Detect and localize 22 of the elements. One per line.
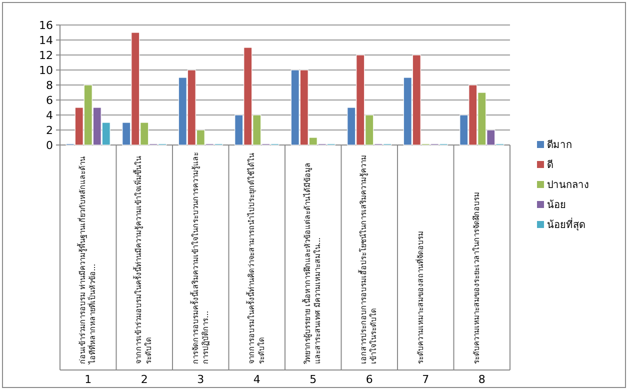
legend-label: ดี <box>547 159 553 171</box>
y-tick-label: 4 <box>46 109 53 122</box>
legend-label: ปานกลาง <box>547 180 589 191</box>
legend-label: น้อยที่สุด <box>547 217 585 231</box>
y-tick-label: 14 <box>39 34 53 47</box>
text: 5 <box>310 373 317 386</box>
y-tick-label: 16 <box>39 19 53 32</box>
text: 2 <box>140 373 148 386</box>
legend-label: ดีมาก <box>547 139 572 151</box>
text: 6 <box>366 373 373 386</box>
text: 1 <box>84 373 92 386</box>
text: 3 <box>197 373 204 386</box>
legend-label: น้อย <box>547 199 566 211</box>
text: 4 <box>253 373 260 386</box>
text: 7 <box>422 373 430 386</box>
text: 8 <box>478 373 486 386</box>
y-tick-label: 10 <box>39 64 53 77</box>
y-tick-label: 8 <box>46 79 53 92</box>
y-tick-label: 12 <box>39 49 53 62</box>
y-tick-label: 6 <box>46 94 53 107</box>
y-tick-label: 0 <box>46 139 53 152</box>
y-tick-label: 2 <box>46 124 53 137</box>
